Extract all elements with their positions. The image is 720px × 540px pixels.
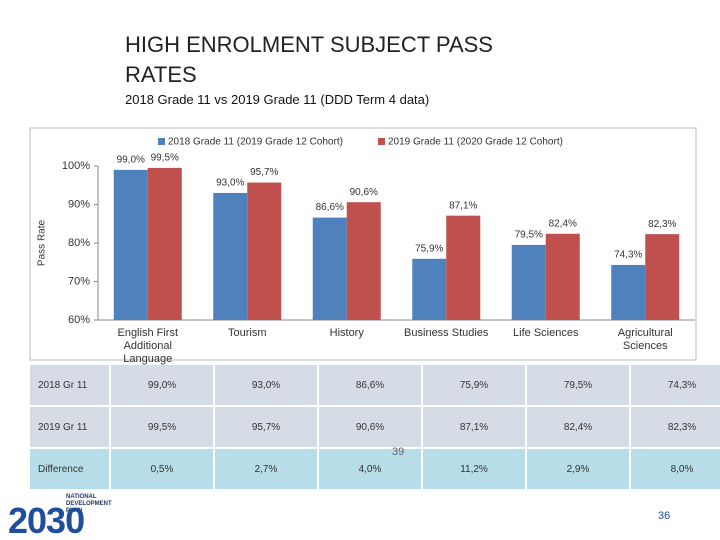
table-cell: 4,0%: [317, 447, 423, 491]
logo-text: NATIONAL DEVELOPMENT PLAN: [66, 494, 112, 514]
bar: [545, 233, 580, 320]
value-label: 74,3%: [614, 250, 642, 261]
value-label: 90,6%: [350, 187, 378, 198]
slide-subtitle: 2018 Grade 11 vs 2019 Grade 11 (DDD Term…: [125, 92, 430, 107]
row-header: 2018 Gr 11: [28, 363, 111, 407]
table-cell: 0,5%: [109, 447, 215, 491]
table-cell: 8,0%: [629, 447, 720, 491]
table-cell: 11,2%: [421, 447, 527, 491]
legend-label: 2019 Grade 11 (2020 Grade 12 Cohort): [388, 137, 563, 148]
table-cell: 75,9%: [421, 363, 527, 407]
table-cell: 82,4%: [525, 405, 631, 449]
table-cell: 99,5%: [109, 405, 215, 449]
value-label: 99,5%: [151, 153, 179, 164]
y-tick-label: 70%: [68, 275, 90, 287]
y-tick-label: 80%: [68, 237, 90, 249]
bar: [213, 192, 248, 320]
x-tick-label: History: [329, 327, 364, 339]
y-tick-label: 60%: [68, 314, 90, 326]
bar: [247, 182, 282, 320]
table-row: Difference 0,5% 2,7% 4,0% 11,2% 2,9% 8,0%: [28, 447, 720, 491]
bar: [346, 202, 381, 320]
legend-label: 2018 Grade 11 (2019 Grade 12 Cohort): [168, 137, 343, 148]
x-tick-label: Life Sciences: [513, 327, 579, 339]
x-tick-label: Tourism: [227, 327, 267, 339]
bar: [611, 264, 646, 320]
data-table: 2018 Gr 11 99,0% 93,0% 86,6% 75,9% 79,5% 74,3%…: [28, 363, 720, 491]
chart-frame: [29, 127, 697, 361]
legend-swatch: [158, 138, 165, 145]
bar: [645, 234, 680, 320]
table-cell: 90,6%: [317, 405, 423, 449]
value-label: 75,9%: [415, 243, 443, 254]
value-label: 79,5%: [515, 230, 543, 241]
table-cell: 74,3%: [629, 363, 720, 407]
value-label: 99,0%: [117, 154, 145, 165]
table-cell: 93,0%: [213, 363, 319, 407]
bar: [412, 258, 447, 320]
value-label: 82,3%: [648, 219, 676, 230]
y-tick-label: 100%: [62, 160, 90, 172]
value-label: 82,4%: [549, 218, 577, 229]
value-label: 87,1%: [449, 200, 477, 211]
table-cell: 2,9%: [525, 447, 631, 491]
table-cell: 86,6%: [317, 363, 423, 407]
y-axis-label: Pass Rate: [37, 219, 48, 266]
bar: [446, 215, 481, 320]
x-tick-label: Business Studies: [404, 327, 489, 339]
logo-year: 2030: [8, 500, 85, 540]
bar: [511, 244, 546, 320]
slide-title: HIGH ENROLMENT SUBJECT PASS RATES: [125, 32, 493, 87]
table-cell: 87,1%: [421, 405, 527, 449]
value-label: 95,7%: [250, 167, 278, 178]
legend-swatch: [378, 138, 385, 145]
row-header: Difference: [28, 447, 111, 491]
value-label: 93,0%: [216, 178, 244, 189]
table-cell: 99,0%: [109, 363, 215, 407]
page-number: 36: [658, 510, 671, 522]
bar: [147, 167, 182, 320]
logo: NATIONAL DEVELOPMENT PLAN 2030: [8, 492, 133, 540]
y-tick-label: 90%: [68, 198, 90, 210]
bar: [113, 169, 148, 320]
stray-mark: 39: [392, 446, 405, 458]
table-row: 2018 Gr 11 99,0% 93,0% 86,6% 75,9% 79,5% 74,3%: [28, 363, 720, 407]
row-header: 2019 Gr 11: [28, 405, 111, 449]
x-tick-label: English First Additional Language: [117, 327, 179, 365]
table-cell: 79,5%: [525, 363, 631, 407]
bar: [312, 217, 347, 320]
value-label: 86,6%: [316, 202, 344, 213]
table-cell: 2,7%: [213, 447, 319, 491]
table-row: 2019 Gr 11 99,5% 95,7% 90,6% 87,1% 82,4% 82,3%: [28, 405, 720, 449]
table-cell: 95,7%: [213, 405, 319, 449]
x-tick-label: Agricultural Sciences: [617, 327, 673, 352]
table-cell: 82,3%: [629, 405, 720, 449]
